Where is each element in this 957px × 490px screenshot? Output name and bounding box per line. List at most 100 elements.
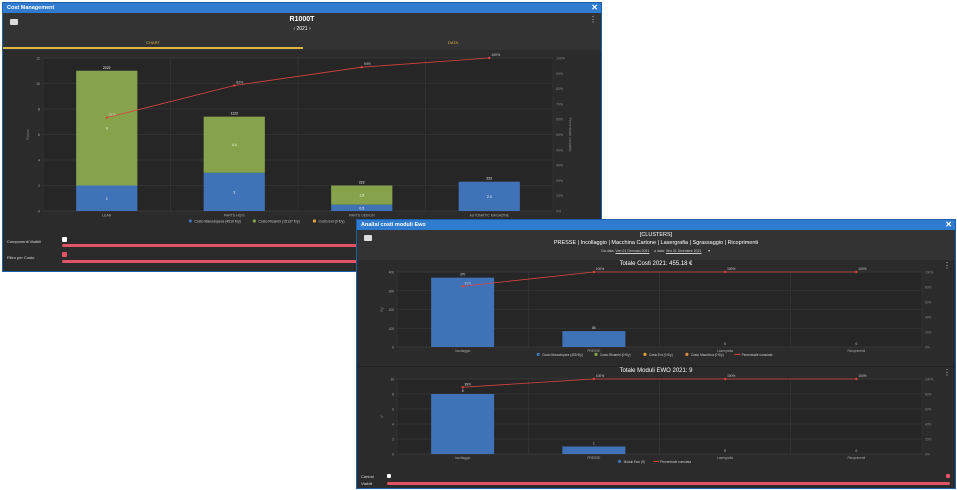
y-right-tick-label: 10% [556, 194, 563, 198]
prev-year-button[interactable]: ‹ [293, 26, 296, 32]
x-tick-label: Incollaggio [455, 456, 470, 460]
y-right-tick-label: 20% [925, 438, 932, 442]
date-from-input[interactable]: Ven 01 Gennaio 2021 [615, 249, 650, 253]
date-to-label: a data: [654, 249, 665, 253]
filtro-slider-track[interactable] [62, 260, 601, 263]
window-title-bar: Cost Management ✕ [3, 3, 601, 13]
y-right-tick-label: 100% [556, 57, 565, 61]
chevron-down-icon[interactable]: ▼ [707, 249, 711, 253]
cumulative-point-label: 100% [727, 267, 735, 271]
y-right-tick-label: 100% [925, 378, 933, 382]
machine-title: R1000T [289, 16, 315, 23]
ewo-chart: 0 2 4 6 8 10 0% 20% 40% 60% 80% 100% n° 8 Incollaggio 1… [377, 374, 942, 472]
y-tick-label: 0 [392, 453, 394, 457]
bar-segment [562, 446, 626, 454]
bar-segment [76, 185, 138, 211]
x-tick-label: Ricoprimenti [848, 456, 866, 460]
y-right-tick-label: 60% [925, 408, 932, 412]
y-tick-label: 300 [389, 289, 395, 293]
filtro-costo-label: Filtro per Costo [7, 255, 35, 260]
close-icon[interactable]: ✕ [945, 220, 952, 229]
filtro-slider-handle[interactable] [62, 252, 67, 257]
next-year-button[interactable]: › [308, 26, 311, 32]
legend-item: Percentuale cumulata [742, 353, 773, 357]
bar-segment [331, 185, 393, 205]
cartoni-label: Cartoni [361, 474, 374, 479]
more-options-icon[interactable]: ⋮ [589, 15, 597, 24]
cost-chart-title: Totale Costi 2021: 455.18 € [619, 261, 693, 267]
close-icon[interactable]: ✕ [591, 3, 598, 12]
y-right-tick-label: 100% [925, 271, 933, 275]
legend-item: Percentuale cumulata [660, 460, 691, 464]
legend-item: Costo Manodopera (455 €/y) [542, 353, 583, 357]
cumulative-point [723, 377, 727, 381]
bar-segment-label: 9 [106, 127, 108, 131]
bar-segment-label: 1.5 [359, 194, 364, 198]
bar-segment [431, 277, 495, 347]
x-tick-label: LEAN [102, 214, 112, 218]
cartoni-slider-end[interactable] [946, 474, 950, 478]
bar-total-label: 222 [359, 181, 365, 185]
bar-value-label: 0 [855, 342, 857, 346]
tab-chart[interactable]: CHART [3, 36, 303, 49]
chart-options-icon[interactable]: ⋮ [943, 368, 951, 377]
bar-segment-label: 4.4 [232, 143, 237, 147]
year-label: 2021 [296, 26, 308, 32]
tab-bar: CHART DATA [3, 36, 601, 50]
chart-svg: 0 2 4 6 8 10 12 0% 10% 20% 30% 40% 50% 60% 70% 80% 90% 10… [26, 53, 572, 224]
x-tick-label: PRESSE [587, 349, 600, 353]
cumulative-point-label: 100% [858, 374, 866, 378]
y-tick-label: 0 [38, 210, 40, 214]
legend-item: Costo Ricambi (0 €/y) [600, 353, 631, 357]
y-tick-label: 10 [390, 378, 394, 382]
cumulative-point [592, 270, 596, 274]
bar-segment [76, 70, 138, 186]
legend-marker [643, 352, 647, 356]
bar-segment [458, 181, 520, 211]
componenti-slider-handle[interactable] [62, 237, 67, 242]
cartoni-row: Cartoni [357, 473, 955, 480]
legend-item: Costo Ext (0 €/y) [649, 353, 673, 357]
date-to-input[interactable]: Ven 31 Dicembre 2021 [665, 249, 702, 253]
cumulative-point-label: 94% [364, 62, 371, 66]
cumulative-point-label: 100% [596, 374, 604, 378]
visibili-slider-track[interactable] [387, 482, 950, 485]
cumulative-point [360, 65, 363, 69]
ewo-chart-title: Totale Moduli EWO 2021: 9 [619, 368, 693, 374]
y-right-tick-label: 80% [925, 393, 932, 397]
legend-marker [685, 352, 689, 356]
bar-total-label: 2222 [103, 66, 111, 70]
cartoni-slider-handle[interactable] [387, 474, 391, 478]
chart-options-icon[interactable]: ⋮ [943, 261, 951, 270]
y-tick-label: 6 [392, 408, 394, 412]
y-tick-label: 4 [392, 423, 394, 427]
menu-icon[interactable] [10, 19, 18, 25]
y-right-tick-label: 0% [925, 346, 930, 350]
visibili-label: Visibili [361, 481, 373, 486]
window-title: Analisi costi moduli Ewo [361, 222, 426, 228]
y-tick-label: 8 [392, 393, 394, 397]
legend-marker [312, 219, 317, 223]
date-from-label: Da data: [601, 249, 615, 253]
tab-data[interactable]: DATA [447, 40, 459, 45]
x-tick-label: Lasergrafia [717, 456, 733, 460]
menu-icon[interactable] [364, 235, 372, 241]
filtro-costo-row: Filtro per Costo [3, 252, 601, 264]
bar-segment-label: 3 [233, 190, 235, 194]
bar-segment [562, 331, 626, 347]
y-right-tick-label: 70% [556, 102, 563, 106]
pareto-chart: 0 2 4 6 8 10 12 0% 10% 20% 30% 40% 50% 60% 70% 80% 90% 10… [23, 53, 583, 228]
bar-value-label: 370 [460, 273, 466, 277]
cumulative-point-label: 100% [491, 53, 500, 57]
cumulative-point [488, 56, 491, 60]
y-right-tick-label: 80% [556, 87, 563, 91]
y-axis-label: €/y [380, 307, 384, 312]
x-tick-label: PRESSE [587, 456, 600, 460]
bar-segment [331, 204, 393, 211]
cumulative-point [855, 377, 858, 381]
componenti-slider-track[interactable] [62, 244, 601, 247]
ewo-chart-panel: Totale Moduli EWO 2021: 9 ⋮ 0 2 4 6 8 10 0% 20%… [357, 366, 955, 473]
window-title: Cost Management [7, 5, 55, 11]
ewo-chart-svg: 02468100%20%40%60%80%100%n°8Incollaggio1… [380, 374, 933, 464]
x-tick-label: Incollaggio [455, 349, 470, 353]
